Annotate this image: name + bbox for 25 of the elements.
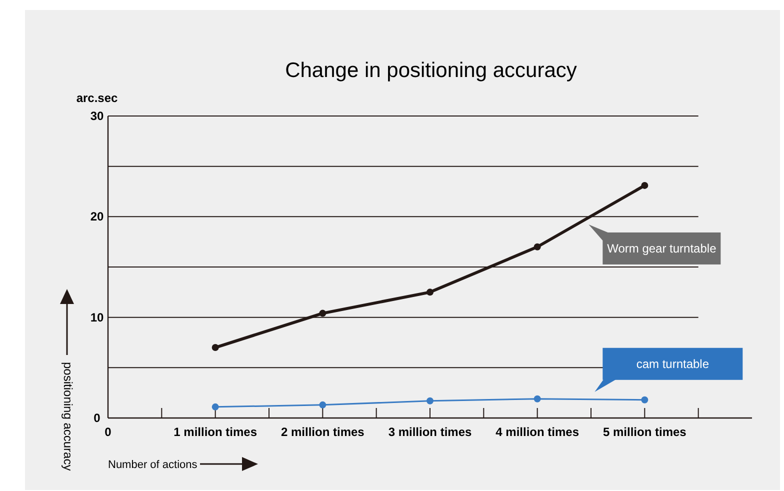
point (534, 395, 541, 402)
point (641, 396, 648, 404)
y-tick-label: 0 (94, 411, 101, 425)
x-tick-label: 2 million times (280, 425, 365, 439)
x-axis-title: Number of actions (108, 459, 198, 471)
text: cam turntable (636, 356, 710, 371)
chart-title: Change in positioning accuracy (285, 59, 578, 82)
x-tick-label: 1 million times (174, 425, 258, 439)
point (212, 403, 219, 410)
y-tick-label: 10 (90, 310, 104, 324)
y-tick-label: 20 (90, 210, 104, 224)
x-tick-label: 3 million times (388, 425, 472, 439)
point (534, 243, 541, 250)
point (426, 397, 434, 404)
point (319, 401, 326, 408)
y-tick-label: 30 (90, 109, 104, 123)
x-tick-label: 4 million times (496, 425, 580, 439)
point (212, 344, 219, 352)
text: arc.sec (76, 91, 118, 105)
y-axis-title: positioning accuracy (61, 362, 75, 471)
point (641, 182, 648, 189)
text: Worm gear turntable (607, 241, 717, 256)
point (319, 310, 326, 317)
x-tick-label: 5 million times (602, 425, 687, 439)
point (426, 288, 434, 296)
